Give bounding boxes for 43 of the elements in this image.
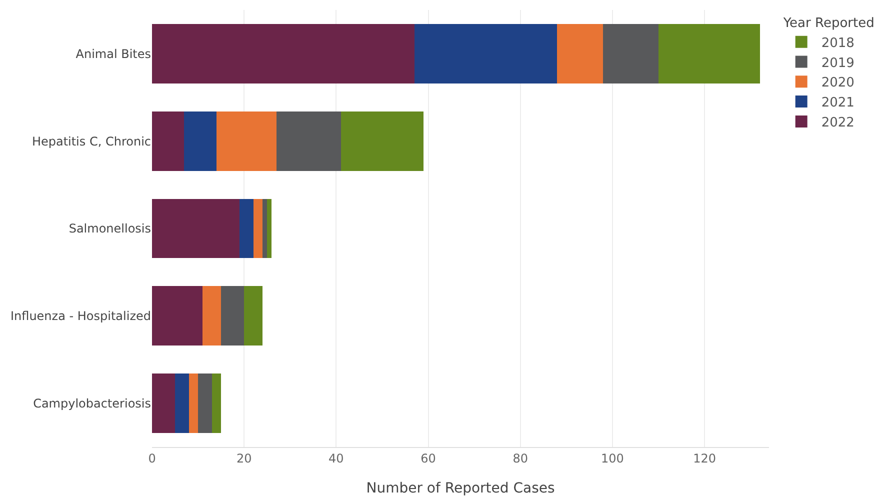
bar — [603, 24, 658, 84]
y-tick-label: Campylobacteriosis — [33, 396, 151, 410]
bar — [175, 374, 189, 434]
x-tick-label: 100 — [600, 451, 624, 466]
y-tick-label: Animal Bites — [76, 46, 151, 61]
x-tick-label: 120 — [693, 451, 716, 466]
x-tick-label: 40 — [328, 451, 344, 466]
bar — [340, 111, 424, 171]
bar — [414, 24, 558, 84]
legend-label: 2021 — [821, 96, 854, 111]
bar — [239, 198, 254, 258]
bar — [276, 111, 341, 171]
legend-title: Year Reported — [782, 16, 874, 31]
legend-label: 2022 — [821, 116, 854, 131]
bar — [198, 374, 212, 434]
x-tick-label: 60 — [420, 451, 436, 466]
y-tick-label: Hepatitis C, Chronic — [32, 134, 151, 148]
bar — [202, 286, 222, 346]
bar — [152, 286, 203, 346]
bar — [253, 198, 263, 258]
bar — [216, 111, 276, 171]
bar — [267, 198, 272, 258]
x-tick-label: 20 — [236, 451, 252, 466]
bar — [658, 24, 760, 84]
x-axis-title: Number of Reported Cases — [366, 480, 555, 497]
bar — [244, 286, 263, 346]
bar — [152, 374, 176, 434]
x-tick-label: 80 — [512, 451, 528, 466]
legend-label: 2020 — [821, 76, 854, 91]
legend-label: 2018 — [821, 36, 854, 51]
bar — [221, 286, 244, 346]
bar — [152, 198, 240, 258]
bar — [557, 24, 604, 84]
x-tick-label: 0 — [148, 451, 156, 466]
bar — [152, 24, 414, 84]
bar — [152, 111, 184, 171]
bar — [262, 198, 268, 258]
bar — [184, 111, 216, 171]
y-tick-label: Salmonellosis — [68, 222, 151, 236]
legend-label: 2019 — [821, 56, 854, 71]
y-tick-label: Influenza - Hospitalized — [10, 309, 151, 324]
bar — [188, 374, 198, 434]
bar — [212, 374, 222, 434]
